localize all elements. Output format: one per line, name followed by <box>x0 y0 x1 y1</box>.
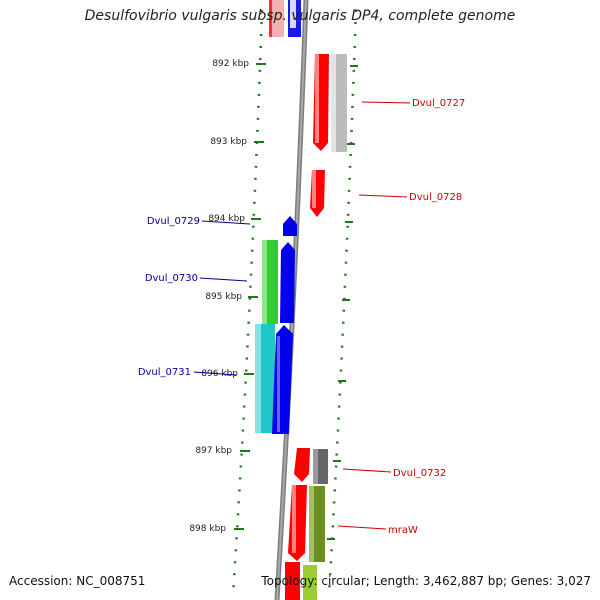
gene-dvul-0731-cyan-shade <box>255 324 261 433</box>
tick-label: 894 kbp <box>208 214 245 224</box>
gene-mraw[interactable] <box>288 485 307 561</box>
gene-dvul-0730[interactable] <box>280 242 295 323</box>
gene-partial-pink <box>269 0 284 37</box>
gene-dvul-0731-shade <box>277 336 280 432</box>
map-title: Desulfovibrio vulgaris subsp. vulgaris D… <box>84 8 516 24</box>
tick-labels: 892 kbp 893 kbp 894 kbp 895 kbp 896 kbp … <box>189 59 249 534</box>
gene-dvul-0730-green-shade <box>262 240 267 324</box>
top-partial-genes <box>269 0 301 37</box>
leader-dvul-0729 <box>201 220 251 225</box>
gene-dvul-0727-shade <box>315 54 319 143</box>
accession-text: Accession: NC_008751 <box>9 574 146 588</box>
gene-label-dvul-0731: Dvul_0731 <box>138 367 191 378</box>
gene-mraw-olive-shade <box>309 486 314 562</box>
tick-label: 893 kbp <box>210 137 247 147</box>
gene-dvul-0729[interactable] <box>283 216 297 236</box>
gene-label-mraw: mraW <box>388 525 418 536</box>
leader-dvul-0732 <box>342 468 392 473</box>
gene-label-dvul-0730: Dvul_0730 <box>145 273 198 284</box>
leader-dvul-0727 <box>361 101 411 104</box>
gene-label-dvul-0728: Dvul_0728 <box>409 192 462 203</box>
forward-genes <box>285 54 347 600</box>
tick-label: 895 kbp <box>205 292 242 302</box>
gene-dvul-0727-grey-shade <box>331 54 336 152</box>
gene-partial-blue-light <box>290 0 296 28</box>
leader-lines <box>193 101 411 530</box>
gene-dvul-0732-grey-shade <box>313 449 318 484</box>
gene-partial-pink-edge <box>269 0 272 37</box>
gene-mraw-shade <box>292 485 296 553</box>
gene-label-dvul-0727: Dvul_0727 <box>412 98 465 109</box>
topology-text: Topology: circular; Length: 3,462,887 bp… <box>261 574 591 588</box>
tick-marks <box>234 63 358 540</box>
tick-label: 898 kbp <box>189 524 226 534</box>
gene-dvul-0731[interactable] <box>272 325 293 434</box>
gene-partial-bottom-olive <box>303 565 317 600</box>
gene-dvul-0728-shade <box>312 170 316 208</box>
gene-partial-bottom-red <box>285 562 300 600</box>
reverse-genes <box>255 216 297 434</box>
tick-label: 897 kbp <box>195 446 232 456</box>
leader-dvul-0731 <box>193 371 237 376</box>
gene-label-dvul-0729: Dvul_0729 <box>147 216 200 227</box>
inner-dotted-guide <box>231 9 264 596</box>
tick-label: 892 kbp <box>212 59 249 69</box>
gene-labels: Dvul_0727 Dvul_0728 Dvul_0729 Dvul_0730 … <box>138 98 465 536</box>
leader-dvul-0730 <box>199 277 248 282</box>
gene-label-dvul-0732: Dvul_0732 <box>393 468 446 479</box>
leader-dvul-0728 <box>358 194 408 198</box>
gene-dvul-0732[interactable] <box>294 448 310 482</box>
leader-mraw <box>337 525 387 530</box>
